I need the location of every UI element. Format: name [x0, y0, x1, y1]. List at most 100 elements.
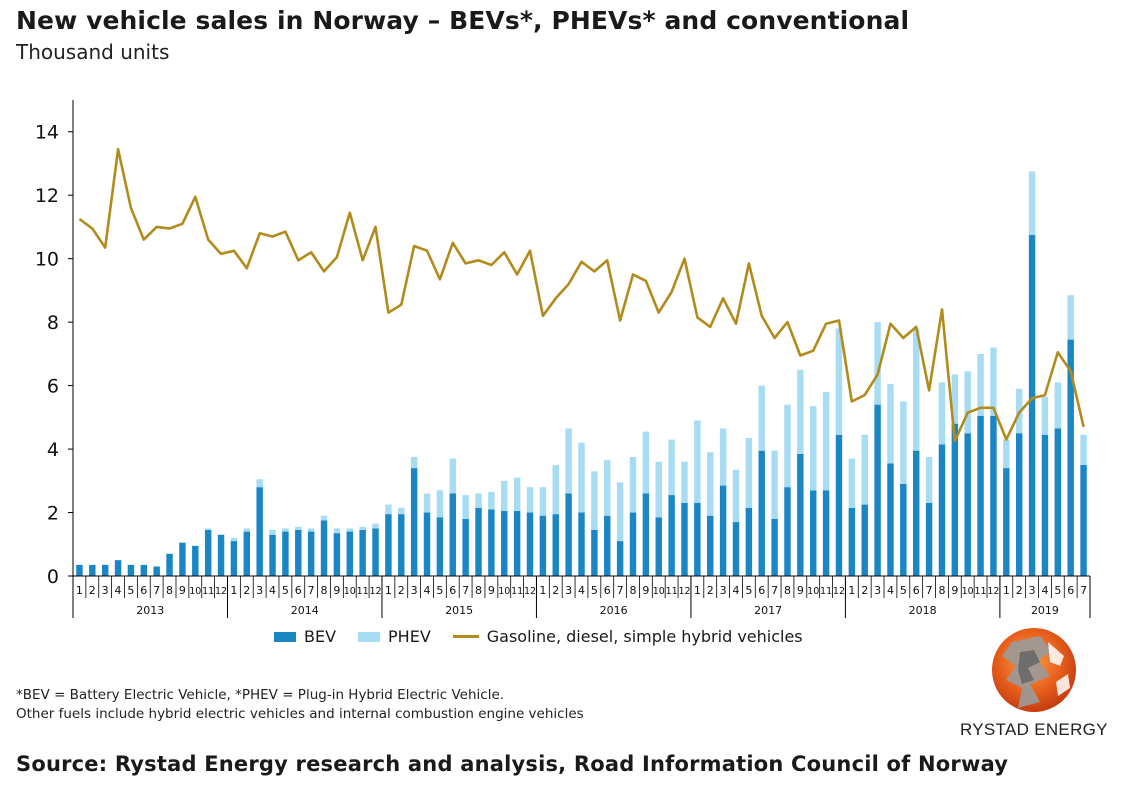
legend-label-phev: PHEV — [388, 627, 431, 646]
bar-phev — [822, 391, 830, 491]
bar-phev — [977, 353, 984, 416]
x-tick-label: 4 — [424, 584, 431, 597]
x-tick-label: 7 — [771, 584, 778, 597]
bar-bev — [951, 423, 959, 576]
bar-phev — [1067, 295, 1074, 340]
bar-bev — [449, 493, 456, 576]
x-tick-label: 3 — [565, 584, 572, 597]
x-tick-label: 6 — [295, 584, 302, 597]
bar-bev — [114, 560, 122, 576]
x-year-label: 2018 — [909, 604, 937, 617]
x-tick-label: 6 — [1067, 584, 1074, 597]
x-tick-label: 11 — [666, 586, 678, 597]
bar-bev — [127, 564, 135, 576]
bar-bev — [938, 444, 946, 576]
bar-phev — [990, 347, 997, 416]
bar-phev — [410, 457, 418, 469]
bar-phev — [797, 369, 804, 454]
x-tick-label: 9 — [951, 584, 958, 597]
bar-phev — [810, 406, 817, 491]
x-tick-label: 9 — [179, 584, 186, 597]
bar-phev — [784, 404, 791, 488]
x-tick-label: 10 — [962, 586, 974, 597]
bar-phev — [745, 437, 753, 508]
bar-phev — [565, 428, 572, 494]
bar-phev — [591, 471, 598, 530]
bar-bev — [629, 512, 637, 576]
x-tick-label: 10 — [653, 586, 665, 597]
bar-phev — [912, 328, 920, 451]
x-tick-label: 1 — [76, 584, 83, 597]
footnote-line-2: Other fuels include hybrid electric vehi… — [16, 706, 584, 722]
x-tick-label: 6 — [913, 584, 920, 597]
x-year-label: 2016 — [600, 604, 628, 617]
bar-bev — [912, 450, 920, 576]
bar-phev — [1054, 382, 1062, 429]
footnote-line-1: *BEV = Battery Electric Vehicle, *PHEV =… — [16, 687, 505, 703]
bar-bev — [1054, 428, 1062, 576]
x-tick-label: 3 — [874, 584, 881, 597]
bar-bev — [604, 515, 611, 576]
bar-bev — [797, 453, 804, 576]
bar-phev — [398, 507, 405, 515]
bar-bev — [681, 503, 688, 576]
y-tick-label: 12 — [35, 185, 59, 207]
x-tick-label: 4 — [269, 584, 276, 597]
bar-bev — [578, 512, 585, 576]
bar-bev — [964, 433, 971, 576]
bar-phev — [1041, 396, 1049, 435]
bar-phev — [539, 487, 547, 516]
x-tick-label: 11 — [357, 586, 369, 597]
bar-phev — [307, 528, 315, 532]
bar-phev — [333, 528, 341, 534]
bar-phev — [616, 482, 624, 542]
bar-phev — [732, 469, 740, 523]
x-tick-label: 8 — [321, 584, 328, 597]
x-tick-label: 1 — [385, 584, 392, 597]
y-tick-label: 4 — [47, 439, 59, 461]
bar-phev — [423, 493, 431, 513]
legend-item-phev: PHEV — [358, 627, 431, 646]
x-tick-label: 7 — [153, 584, 160, 597]
bar-bev — [179, 542, 186, 576]
bar-bev — [217, 534, 225, 576]
x-tick-label: 11 — [202, 586, 214, 597]
x-year-label: 2017 — [754, 604, 782, 617]
x-tick-label: 3 — [102, 584, 109, 597]
bar-bev — [591, 529, 598, 576]
legend-swatch-bev — [274, 631, 296, 642]
bar-bev — [1080, 464, 1087, 576]
x-year-label: 2014 — [291, 604, 319, 617]
y-tick-label: 0 — [47, 566, 59, 588]
x-tick-label: 6 — [449, 584, 456, 597]
bar-phev — [1028, 171, 1036, 235]
bar-phev — [243, 528, 251, 532]
bar-phev — [951, 374, 959, 424]
legend-swatch-phev — [358, 631, 381, 642]
legend-swatch-conventional — [452, 635, 479, 638]
x-tick-label: 12 — [369, 586, 381, 597]
bar-bev — [230, 541, 238, 576]
bar-bev — [874, 404, 881, 576]
bar-phev — [887, 384, 894, 464]
bar-phev — [449, 458, 456, 494]
bar-bev — [372, 528, 379, 576]
bar-phev — [320, 515, 328, 521]
bar-bev — [153, 566, 160, 576]
bar-phev — [462, 495, 469, 519]
bar-phev — [269, 529, 276, 535]
x-tick-label: 9 — [797, 584, 804, 597]
bar-bev — [166, 553, 173, 576]
x-tick-label: 1 — [1003, 584, 1010, 597]
x-tick-label: 2 — [1016, 584, 1023, 597]
x-tick-label: 8 — [166, 584, 173, 597]
bar-phev — [681, 461, 688, 504]
bar-phev — [488, 491, 495, 510]
bar-phev — [526, 487, 534, 513]
bar-bev — [810, 490, 817, 576]
bar-phev — [1080, 434, 1087, 465]
bar-bev — [475, 507, 482, 576]
bar-bev — [1015, 433, 1023, 576]
bar-bev — [835, 434, 843, 576]
